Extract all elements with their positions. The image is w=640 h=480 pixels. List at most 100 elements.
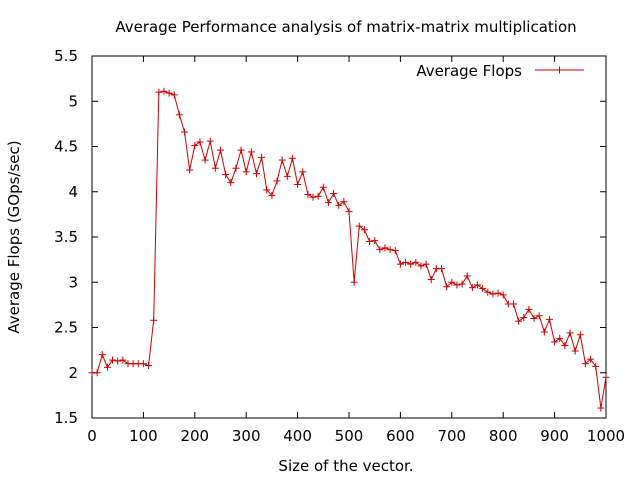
- legend: Average Flops: [416, 62, 584, 80]
- y-tick-label: 5: [68, 92, 78, 110]
- y-tick-label: 2: [68, 364, 78, 382]
- data-point: [540, 328, 548, 336]
- data-point: [109, 356, 117, 364]
- data-point: [222, 171, 230, 179]
- data-point: [427, 276, 435, 284]
- data-point: [597, 404, 605, 412]
- data-point: [453, 281, 461, 289]
- data-point: [376, 246, 384, 254]
- data-point: [391, 247, 399, 255]
- data-point: [258, 153, 266, 161]
- data-point: [160, 87, 168, 95]
- data-point: [165, 89, 173, 97]
- x-axis: 0 100 200 300 400 500 600 700 800 900 1000: [87, 56, 625, 445]
- data-point: [545, 315, 553, 323]
- data-point: [314, 192, 322, 200]
- data-point: [201, 156, 209, 164]
- x-tick-label: 500: [335, 427, 364, 445]
- data-point: [217, 146, 224, 154]
- chart-title: Average Performance analysis of matrix-m…: [115, 18, 576, 36]
- data-point: [345, 208, 353, 216]
- data-point: [535, 312, 543, 320]
- data-point: [196, 138, 204, 146]
- data-point: [273, 177, 281, 185]
- x-tick-label: 300: [232, 427, 261, 445]
- data-point: [263, 186, 271, 194]
- data-point: [330, 190, 338, 198]
- y-axis-label: Average Flops (GOps/sec): [5, 140, 23, 333]
- data-point: [175, 111, 183, 119]
- data-point: [484, 288, 492, 296]
- data-point: [509, 300, 517, 308]
- data-point: [448, 278, 456, 286]
- data-point: [525, 305, 533, 313]
- data-point: [381, 244, 389, 252]
- data-point: [443, 283, 451, 291]
- y-tick-label: 4: [68, 183, 78, 201]
- data-point: [309, 193, 317, 201]
- data-point: [402, 258, 410, 266]
- data-point: [371, 237, 379, 245]
- data-point: [294, 181, 302, 189]
- data-point: [576, 331, 584, 339]
- data-point: [299, 168, 307, 176]
- data-point: [561, 342, 569, 350]
- data-point: [479, 285, 487, 293]
- y-tick-label: 3: [68, 273, 78, 291]
- data-point: [268, 191, 276, 199]
- data-point: [587, 355, 595, 363]
- data-point: [170, 91, 178, 99]
- data-point: [592, 362, 600, 370]
- data-point: [278, 156, 286, 164]
- y-tick-label: 3.5: [54, 228, 78, 246]
- x-tick-label: 600: [386, 427, 415, 445]
- data-point: [438, 265, 446, 273]
- y-tick-label: 1.5: [54, 409, 78, 427]
- data-point: [232, 164, 240, 172]
- data-point: [139, 360, 147, 368]
- data-point: [412, 258, 420, 266]
- data-point: [499, 291, 507, 299]
- y-axis: 1.5 2 2.5 3 3.5 4 4.5 5 5.5: [54, 47, 606, 427]
- data-point: [407, 260, 415, 268]
- data-point: [355, 222, 363, 230]
- data-point: [515, 317, 523, 325]
- data-point: [93, 369, 101, 377]
- y-tick-label: 5.5: [54, 47, 78, 65]
- x-tick-label: 900: [540, 427, 569, 445]
- data-point: [242, 168, 250, 176]
- data-point: [422, 260, 430, 268]
- data-point: [468, 284, 476, 292]
- data-point: [119, 356, 127, 364]
- data-point: [252, 170, 260, 178]
- series-line: [92, 90, 607, 409]
- data-point: [114, 357, 122, 365]
- data-point: [417, 262, 425, 270]
- data-point: [463, 272, 471, 280]
- data-point: [386, 246, 394, 254]
- data-point: [366, 238, 374, 246]
- data-point: [227, 179, 235, 187]
- x-tick-label: 1000: [587, 427, 625, 445]
- legend-marker-sample: [556, 66, 563, 74]
- x-tick-label: 100: [129, 427, 158, 445]
- data-point: [150, 316, 158, 324]
- data-point: [360, 226, 368, 234]
- data-point: [530, 314, 538, 322]
- x-tick-label: 200: [180, 427, 209, 445]
- data-point: [181, 128, 189, 136]
- data-point: [458, 280, 466, 288]
- data-point: [247, 148, 255, 156]
- data-point: [324, 199, 332, 207]
- data-point: [474, 281, 481, 289]
- data-point: [206, 137, 214, 145]
- data-point: [186, 166, 194, 174]
- data-point: [237, 146, 245, 154]
- data-point: [551, 338, 559, 346]
- x-tick-label: 400: [283, 427, 312, 445]
- x-tick-label: 700: [437, 427, 466, 445]
- data-point: [489, 290, 497, 298]
- data-point: [211, 164, 219, 172]
- data-point: [571, 347, 579, 355]
